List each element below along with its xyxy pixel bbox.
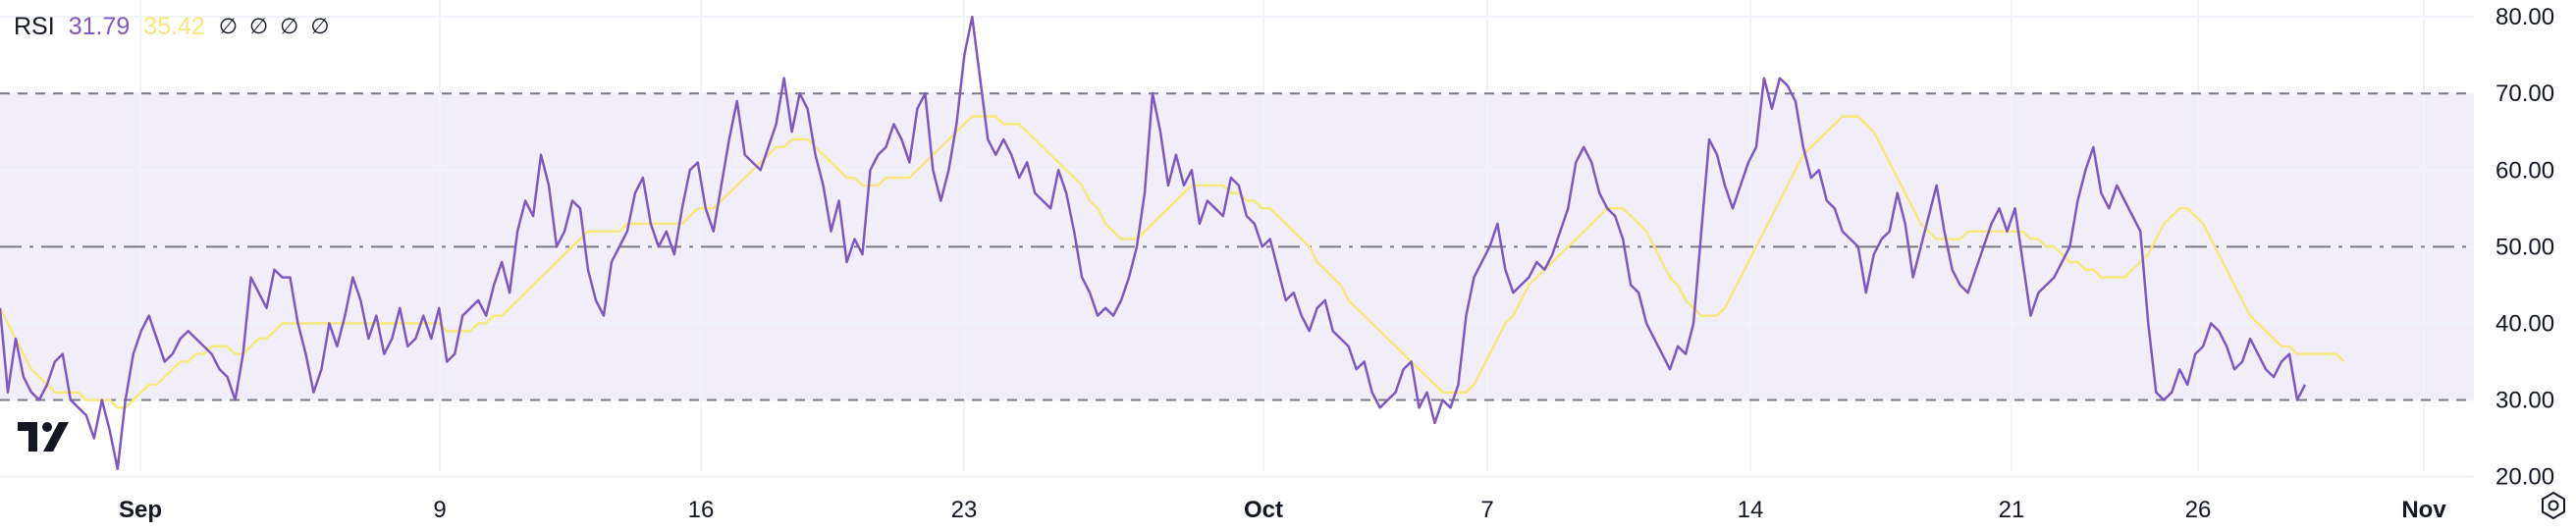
y-tick-label: 30.00 [2496, 387, 2554, 413]
band-lines [0, 92, 2474, 401]
y-tick-label: 20.00 [2496, 464, 2554, 491]
x-tick-label: Sep [119, 497, 162, 523]
tradingview-logo-icon[interactable] [18, 420, 79, 453]
legend-rsi-value: 31.79 [68, 12, 131, 40]
y-tick-label: 80.00 [2496, 4, 2554, 30]
rsi-line [0, 15, 2307, 471]
legend-null-value: ∅ [218, 14, 238, 38]
legend-null-value: ∅ [310, 14, 330, 38]
x-axis: Sep 9 16 23 Oct 7 14 21 26 Nov [119, 497, 2446, 523]
legend-null-value: ∅ [280, 14, 299, 38]
legend-ma-value: 35.42 [143, 12, 205, 40]
rsi-series [0, 15, 2307, 471]
x-tick-label: 26 [2185, 497, 2212, 523]
x-tick-label: 16 [688, 497, 715, 523]
x-tick-label: 21 [1999, 497, 2025, 523]
x-tick-label: 9 [433, 497, 446, 523]
y-tick-label: 50.00 [2496, 234, 2554, 260]
y-axis: 80.00 70.00 60.00 50.00 40.00 30.00 20.00 [2496, 4, 2554, 490]
x-tick-label: 23 [951, 497, 978, 523]
ma-line [0, 115, 2345, 409]
x-tick-label: 14 [1738, 497, 1764, 523]
y-tick-label: 60.00 [2496, 157, 2554, 184]
gear-icon[interactable] [2539, 491, 2568, 520]
chart-legend: RSI 31.79 35.42 ∅ ∅ ∅ ∅ [14, 10, 342, 43]
x-tick-label: Nov [2401, 497, 2446, 523]
x-tick-label: 7 [1480, 497, 1493, 523]
ma-series [0, 115, 2345, 409]
x-tick-label: Oct [1244, 497, 1283, 523]
legend-null-value: ∅ [248, 14, 269, 38]
legend-indicator-name[interactable]: RSI [14, 12, 55, 40]
y-tick-label: 70.00 [2496, 80, 2554, 107]
y-tick-label: 40.00 [2496, 310, 2554, 337]
